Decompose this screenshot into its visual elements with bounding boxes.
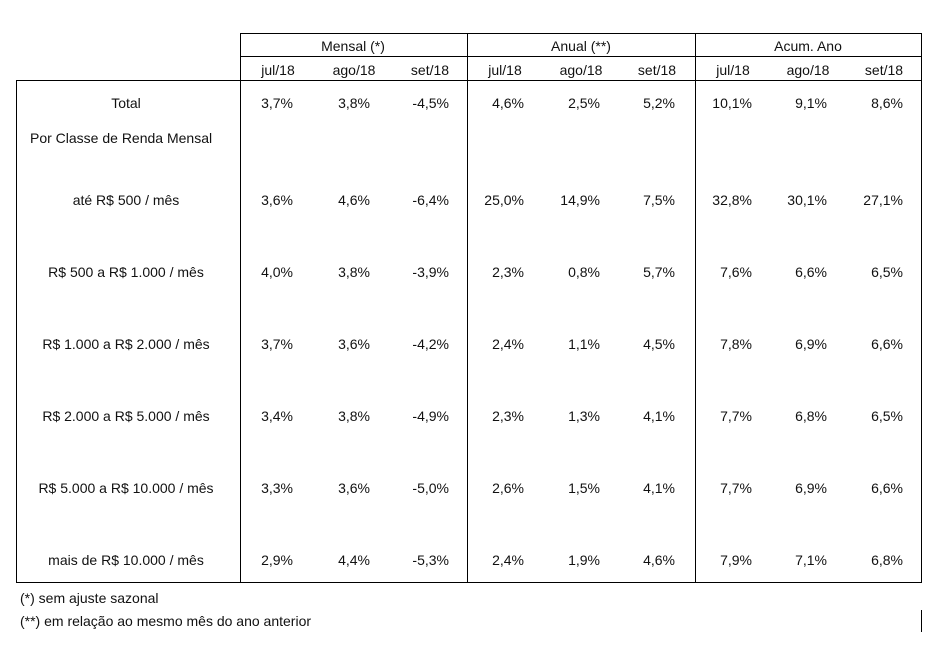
table-cell: 7,8%	[720, 336, 752, 352]
table-cell: 2,6%	[492, 480, 524, 496]
table-cell: 6,5%	[871, 264, 903, 280]
table-cell: 7,6%	[720, 264, 752, 280]
table-cell: 4,0%	[261, 264, 293, 280]
table-cell: 3,7%	[261, 95, 293, 111]
column-header: set/18	[410, 62, 450, 78]
table-cell: 2,4%	[492, 552, 524, 568]
table-cell: 4,1%	[643, 480, 675, 496]
table-cell: 7,7%	[720, 480, 752, 496]
table-cell: 5,7%	[643, 264, 675, 280]
table-cell: 7,7%	[720, 408, 752, 424]
table-cell: 6,6%	[871, 336, 903, 352]
table-cell: 6,6%	[795, 264, 827, 280]
row-label: Total	[111, 95, 141, 111]
header-group-divider	[240, 56, 922, 57]
table-cell: 1,3%	[568, 408, 600, 424]
table-cell: 6,5%	[871, 408, 903, 424]
table-cell: -5,3%	[412, 552, 449, 568]
row-label: R$ 2.000 a R$ 5.000 / mês	[42, 408, 210, 424]
table-cell: -4,9%	[412, 408, 449, 424]
table-cell: 3,6%	[338, 480, 370, 496]
column-header: jul/18	[488, 62, 522, 78]
group-header: Anual (**)	[551, 38, 611, 54]
table-cell: 10,1%	[712, 95, 752, 111]
table-cell: -3,9%	[412, 264, 449, 280]
column-header: jul/18	[261, 62, 295, 78]
table-cell: 6,8%	[795, 408, 827, 424]
table-cell: 14,9%	[560, 192, 600, 208]
column-header: jul/18	[716, 62, 750, 78]
table-cell: 6,9%	[795, 480, 827, 496]
table-right-border	[921, 33, 922, 583]
table-cell: 6,6%	[871, 480, 903, 496]
table-cell: 4,6%	[643, 552, 675, 568]
table-cell: 8,6%	[871, 95, 903, 111]
table-cell: -4,2%	[412, 336, 449, 352]
table-cell: 7,1%	[795, 552, 827, 568]
table-cell: 1,5%	[568, 480, 600, 496]
table-cell: 3,6%	[338, 336, 370, 352]
table-cell: -6,4%	[412, 192, 449, 208]
group-divider-mensal	[240, 33, 241, 583]
group-header: Acum. Ano	[774, 38, 842, 54]
table-cell: 3,7%	[261, 336, 293, 352]
header-top-border	[240, 33, 922, 34]
column-header: set/18	[864, 62, 904, 78]
table-cell: 5,2%	[643, 95, 675, 111]
table-bottom-border	[16, 582, 922, 583]
table-cell: 1,9%	[568, 552, 600, 568]
table-cell: 3,8%	[338, 95, 370, 111]
table-cell: 4,1%	[643, 408, 675, 424]
row-label: até R$ 500 / mês	[72, 192, 180, 208]
table-cell: 4,4%	[338, 552, 370, 568]
row-label: mais de R$ 10.000 / mês	[48, 552, 204, 568]
table-cell: 3,8%	[338, 264, 370, 280]
table-cell: -5,0%	[412, 480, 449, 496]
table-cell: 9,1%	[795, 95, 827, 111]
table-cell: 7,9%	[720, 552, 752, 568]
table-cell: 2,3%	[492, 408, 524, 424]
group-divider-acum	[695, 33, 696, 583]
table-cell: 7,5%	[643, 192, 675, 208]
table-cell: 0,8%	[568, 264, 600, 280]
group-header: Mensal (*)	[321, 38, 385, 54]
table-cell: 6,9%	[795, 336, 827, 352]
section-label: Por Classe de Renda Mensal	[30, 130, 213, 146]
table-cell: 2,9%	[261, 552, 293, 568]
table-cell: 4,6%	[492, 95, 524, 111]
table-left-border	[16, 80, 17, 583]
table-cell: 3,3%	[261, 480, 293, 496]
column-header: ago/18	[559, 62, 603, 78]
table-cell: 1,1%	[568, 336, 600, 352]
column-header: ago/18	[786, 62, 830, 78]
table-cell: 32,8%	[712, 192, 752, 208]
table-cell: 4,6%	[338, 192, 370, 208]
table-cell: 6,8%	[871, 552, 903, 568]
footnote: (**) em relação ao mesmo mês do ano ante…	[20, 613, 312, 629]
table-cell: 2,5%	[568, 95, 600, 111]
row-label: R$ 1.000 a R$ 2.000 / mês	[42, 336, 210, 352]
table-cell: 3,4%	[261, 408, 293, 424]
group-divider-anual	[467, 33, 468, 583]
table-cell: 2,4%	[492, 336, 524, 352]
header-bottom-border	[16, 80, 922, 81]
row-label: R$ 500 a R$ 1.000 / mês	[48, 264, 204, 280]
table-cell: 30,1%	[787, 192, 827, 208]
table-cell: 3,6%	[261, 192, 293, 208]
table-cell: -4,5%	[412, 95, 449, 111]
table-cell: 27,1%	[863, 192, 903, 208]
cursor-bar	[921, 610, 922, 632]
column-header: set/18	[637, 62, 677, 78]
footnote: (*) sem ajuste sazonal	[20, 590, 159, 606]
table-cell: 4,5%	[643, 336, 675, 352]
table-cell: 3,8%	[338, 408, 370, 424]
row-label: R$ 5.000 a R$ 10.000 / mês	[38, 480, 214, 496]
table-cell: 2,3%	[492, 264, 524, 280]
column-header: ago/18	[332, 62, 376, 78]
table-cell: 25,0%	[484, 192, 524, 208]
